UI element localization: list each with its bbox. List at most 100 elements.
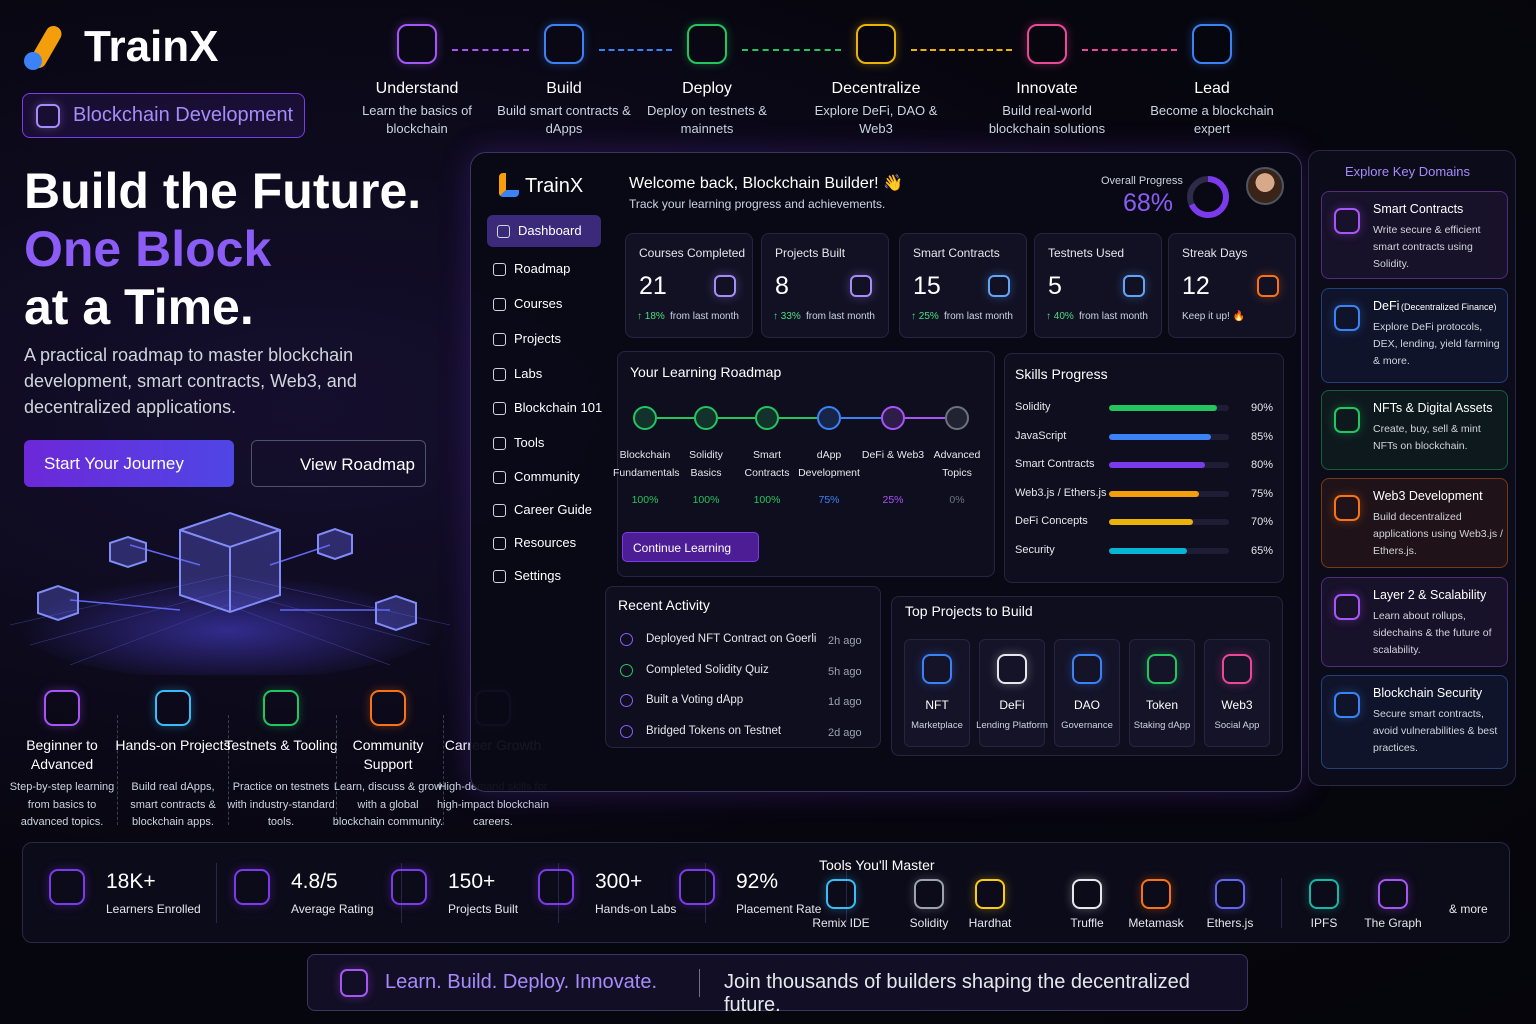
nav-item[interactable]: Settings (514, 568, 561, 583)
metric-icon (391, 869, 427, 905)
roadmap-card: Your Learning Roadmap Blockchain Fundamen… (613, 351, 995, 577)
step-title: Innovate (1016, 80, 1078, 97)
step-title: Build (546, 80, 582, 97)
domains-title: Explore Key Domains (1345, 164, 1470, 179)
domain-desc: Secure smart contracts, avoid vulnerabil… (1373, 708, 1498, 754)
stat-card: Smart Contracts 15 ↑ 25% from last month (899, 233, 1027, 338)
tool-name: IPFS (1310, 916, 1338, 930)
stat-icon (1257, 275, 1279, 297)
skill-bar (1109, 548, 1187, 554)
feature-divider (228, 715, 229, 825)
domain-card[interactable]: Blockchain Security Secure smart contract… (1321, 675, 1508, 769)
activity-icon (620, 724, 633, 738)
stat-card: Streak Days 12 Keep it up! 🔥 (1168, 233, 1296, 338)
nav-item[interactable]: Labs (514, 366, 543, 381)
roadmap-step-progress: 100% (631, 494, 659, 506)
project-card[interactable]: Token Staking dApp (1129, 639, 1195, 747)
tool-name: Remix IDE (812, 916, 870, 930)
stat-change: ↑ 25% (911, 311, 939, 322)
activity-time: 1d ago (828, 696, 862, 708)
nav-item[interactable]: Courses (514, 296, 563, 311)
domain-desc: Create, buy, sell & mint NFTs on blockch… (1373, 423, 1481, 452)
stat-change: ↑ 40% (1046, 311, 1074, 322)
secondary-button[interactable]: View Roadmap (251, 440, 426, 487)
step-connector (911, 49, 1012, 51)
hero-line3: at a Time. (24, 279, 254, 335)
roadmap-node (817, 406, 841, 430)
activity-card: Recent Activity Deployed NFT Contract on … (605, 586, 881, 748)
projects-card: Top Projects to Build NFT Marketplace DeFi L… (891, 596, 1283, 756)
project-sub: Lending Platform (976, 720, 1048, 731)
step-desc: Explore DeFi, DAO & Web3 (814, 103, 938, 136)
skill-label: 65% (1251, 545, 1274, 557)
metric-label: Hands-on Labs (595, 902, 677, 916)
nav-item[interactable]: Blockchain 101 (514, 400, 603, 415)
nav-item[interactable]: Dashboard (518, 223, 582, 238)
roadmap-step-progress: 0% (949, 494, 965, 506)
stat-card: Testnets Used 5 ↑ 40% from last month (1034, 233, 1162, 338)
activity-title: Recent Activity (618, 597, 710, 613)
skills-card: Skills Progress Solidity 90% JavaScript 85% S… (1004, 353, 1284, 583)
roadmap-node (755, 406, 779, 430)
project-card[interactable]: Web3 Social App (1204, 639, 1270, 747)
primary-button[interactable]: Start Your Journey (24, 440, 234, 487)
stat-note: from last month (670, 311, 739, 322)
step-title: Understand (375, 80, 459, 97)
hero-line2: One Block (24, 221, 272, 277)
metric-label: Projects Built (448, 902, 519, 916)
tool-icon (826, 879, 856, 909)
metric-divider (846, 863, 847, 923)
project-card[interactable]: DeFi Lending Platform (976, 639, 1048, 747)
domain-card[interactable]: Smart Contracts Write secure & efficient … (1321, 191, 1508, 279)
nav-item[interactable]: Tools (514, 435, 545, 450)
stat-icon (714, 275, 736, 297)
domain-card[interactable]: DeFi (Decentralized Finance) Explore DeFi … (1321, 288, 1508, 383)
domain-icon (1334, 305, 1360, 331)
metric-divider (558, 863, 559, 923)
domain-card[interactable]: Layer 2 & Scalability Learn about rollups… (1321, 577, 1508, 667)
stat-note: from last month (1079, 311, 1148, 322)
project-card[interactable]: DAO Governance (1054, 639, 1120, 747)
nav-item[interactable]: Projects (514, 331, 561, 346)
activity-text: Bridged Tokens on Testnet (646, 724, 782, 737)
activity-time: 2d ago (828, 726, 862, 739)
stat-icon (850, 275, 872, 297)
nav-item[interactable]: Resources (514, 535, 577, 550)
continue-button[interactable]: Continue Learning (622, 532, 759, 562)
roadmap-step-name: Solidity Basics (689, 449, 723, 479)
nav-item[interactable]: Roadmap (514, 261, 571, 276)
roadmap-step-name: Smart Contracts (744, 449, 790, 479)
skill-label: 90% (1251, 402, 1274, 414)
footer-tagline: Learn. Build. Deploy. Innovate. (385, 971, 658, 993)
skills-title: Skills Progress (1015, 366, 1108, 382)
project-sub: Marketplace (911, 720, 963, 731)
domain-card[interactable]: NFTs & Digital Assets Create, buy, sell &… (1321, 390, 1508, 470)
nav-icon (493, 263, 506, 276)
project-sub: Staking dApp (1133, 720, 1191, 731)
tool-icon (1309, 879, 1339, 909)
stat-value: 15 (913, 272, 941, 300)
activity-time: 2h ago (828, 635, 862, 647)
badge: Blockchain Development (22, 93, 305, 138)
feature-icon (263, 690, 299, 726)
skill-name: Security (1015, 544, 1055, 556)
nav-item[interactable]: Career Guide (514, 502, 593, 517)
domain-title: Web3 Development (1373, 489, 1483, 503)
project-card[interactable]: NFT Marketplace (904, 639, 970, 747)
stat-value: 8 (775, 272, 789, 300)
project-sub: Social App (1214, 720, 1260, 731)
step-title: Decentralize (831, 80, 921, 97)
project-icon (1222, 654, 1252, 684)
feature-title: Testnets & Tooling (224, 737, 338, 753)
dashboard-panel: TrainX Dashboard Roadmap Courses Projects Lab… (470, 152, 1302, 792)
project-name: Token (1145, 698, 1179, 712)
stat-card: Courses Completed 21 ↑ 18% from last month (625, 233, 753, 338)
nav-icon (493, 298, 506, 311)
domain-card[interactable]: Web3 Development Build decentralized appl… (1321, 478, 1508, 568)
progress-value: 68% (1123, 189, 1174, 217)
nav-item[interactable]: Community (514, 469, 580, 484)
domain-sub: (Decentralized Finance) (1401, 302, 1497, 312)
project-name: DAO (1073, 698, 1100, 712)
skill-bar (1109, 433, 1211, 440)
